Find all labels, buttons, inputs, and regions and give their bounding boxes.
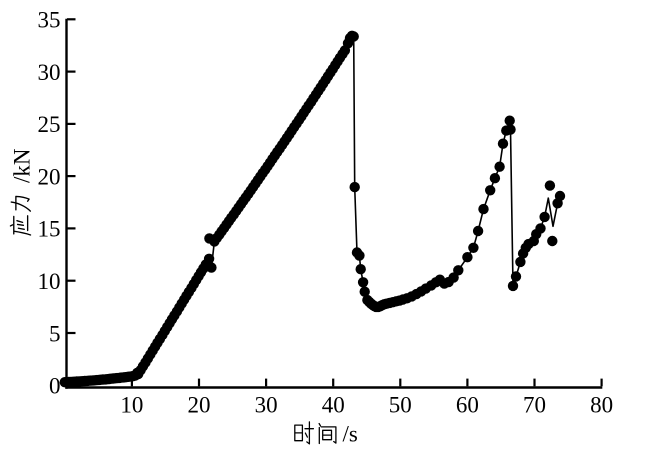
svg-text:50: 50 [389,393,412,418]
svg-text:70: 70 [523,393,546,418]
svg-text:20: 20 [38,164,61,189]
svg-text:/s: /s [343,422,358,447]
svg-text:/kN: /kN [10,148,35,183]
svg-text:40: 40 [322,393,345,418]
svg-text:60: 60 [456,393,479,418]
svg-text:10: 10 [38,269,61,294]
svg-text:10: 10 [120,393,143,418]
svg-text:30: 30 [255,393,278,418]
svg-text:30: 30 [38,60,61,85]
svg-text:20: 20 [188,393,211,418]
svg-text:0: 0 [49,374,61,399]
svg-text:35: 35 [38,8,61,33]
svg-text:5: 5 [49,321,61,346]
svg-text:80: 80 [590,393,613,418]
svg-text:25: 25 [38,112,61,137]
svg-text:15: 15 [38,217,61,242]
